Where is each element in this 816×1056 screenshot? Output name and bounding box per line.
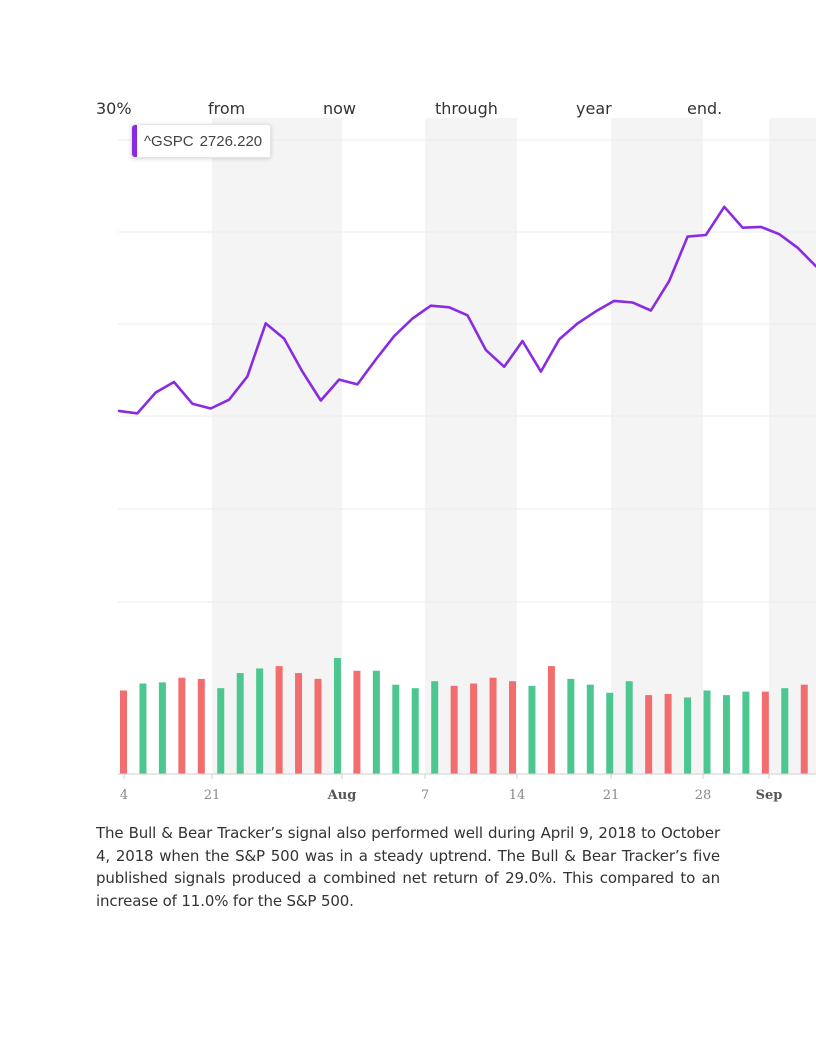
volume-bar [781,688,789,774]
volume-bar [489,677,497,774]
series-color-swatch [132,125,137,157]
volume-bar [256,668,264,774]
volume-bar [547,666,555,774]
volume-bar [684,697,692,774]
volume-bars [120,658,808,774]
heading-word-5: year [576,99,612,118]
volume-bar [450,685,458,774]
volume-bar [158,682,166,774]
volume-bar [392,684,400,774]
price-line-group [117,205,816,415]
volume-bar [586,684,594,774]
volume-bar [742,691,750,774]
heading-word-2: from [208,99,246,118]
volume-bar [800,684,808,774]
volume-bar [275,666,283,774]
heading-word-6: end. [687,99,723,118]
heading-word-1: 30% [96,99,132,118]
volume-bar [333,658,341,774]
volume-bar [761,691,769,774]
chart-background-bands [212,118,816,774]
volume-bar [625,681,633,774]
x-tick-label: 4 [120,788,128,803]
tooltip-value: 2726.220 [199,132,263,150]
volume-bar [411,688,419,774]
price-line [117,205,816,415]
x-tick-label: 28 [695,788,712,803]
volume-bar [139,683,147,774]
x-tick-label: Aug [327,788,357,803]
volume-bar [295,673,303,774]
heading-word-4: through [435,99,498,118]
body-paragraph: The Bull & Bear Tracker’s signal also pe… [96,824,720,910]
volume-bar [197,678,205,774]
tooltip-symbol: ^GSPC [144,132,194,150]
volume-bar [120,690,127,774]
x-axis: 4 21 Aug 7 14 21 28 Sep [118,773,816,803]
volume-bar [314,678,322,774]
x-tick-label: 21 [204,788,221,803]
volume-bar [431,681,439,774]
volume-bar [606,692,614,774]
volume-bar [178,677,186,774]
volume-bar [470,683,478,774]
heading-word-3: now [323,99,357,118]
volume-bar [567,678,575,774]
volume-bar [236,673,244,774]
volume-bar [645,695,653,774]
volume-bar [217,688,225,774]
volume-bar [703,690,711,774]
volume-bar [509,681,516,774]
x-tick-label: Sep [756,788,783,803]
background-band [611,118,703,774]
volume-bar [372,670,380,774]
background-band [425,118,517,774]
x-tick-label: 21 [603,788,620,803]
volume-bar [528,685,536,774]
volume-bar [722,695,730,774]
background-band [769,118,816,774]
volume-bar [664,693,672,774]
price-tooltip: ^GSPC 2726.220 [131,124,272,158]
stock-chart: 4 21 Aug 7 14 21 28 Sep [117,118,816,803]
volume-bar [353,670,361,774]
x-tick-label: 7 [421,788,429,803]
background-band [212,118,342,774]
x-tick-label: 14 [509,788,526,803]
